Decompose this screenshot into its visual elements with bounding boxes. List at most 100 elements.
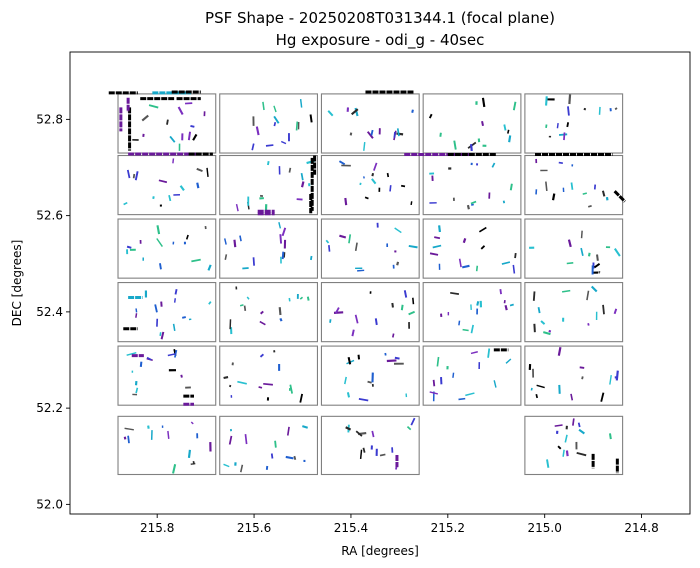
ota-cell	[524, 93, 624, 154]
psf-whisker	[587, 252, 591, 257]
psf-whisker	[192, 460, 195, 465]
psf-whisker	[476, 301, 480, 306]
psf-whisker	[551, 193, 556, 201]
psf-whisker	[126, 169, 131, 179]
psf-whisker	[396, 128, 400, 137]
psf-whisker	[156, 225, 161, 235]
psf-whisker	[139, 361, 143, 367]
psf-whisker	[328, 245, 331, 252]
psf-whisker	[338, 160, 346, 166]
psf-whisker	[471, 203, 474, 206]
psf-whisker	[354, 107, 359, 117]
psf-whisker	[470, 144, 473, 152]
ota-cell	[320, 345, 420, 406]
psf-whisker	[239, 304, 244, 307]
x-tick-label: 215.0	[528, 521, 562, 535]
psf-whisker	[391, 333, 395, 338]
psf-whisker	[540, 320, 546, 325]
psf-whisker	[187, 131, 192, 141]
psf-whisker	[251, 143, 255, 151]
psf-whisker	[566, 122, 570, 128]
psf-whisker	[235, 203, 239, 212]
psf-whisker	[406, 425, 412, 431]
plot-frame	[69, 51, 691, 515]
psf-whisker	[123, 201, 128, 206]
psf-whisker	[146, 356, 152, 361]
psf-whisker	[429, 252, 439, 256]
psf-whisker	[530, 387, 533, 391]
ota-cell	[117, 415, 217, 476]
psf-whisker	[306, 296, 310, 301]
psf-whisker	[434, 236, 441, 240]
psf-whisker	[543, 331, 551, 336]
psf-whisker	[270, 453, 274, 459]
psf-whisker	[394, 356, 400, 360]
psf-whisker	[243, 305, 247, 311]
psf-whisker	[347, 356, 352, 365]
psf-whisker	[344, 197, 348, 206]
y-tick-label: 52.0	[36, 497, 63, 511]
psf-whisker	[411, 109, 414, 113]
psf-whisker	[180, 374, 183, 378]
psf-whisker	[273, 122, 277, 127]
psf-whisker	[359, 449, 363, 459]
psf-whisker	[159, 332, 162, 337]
psf-whisker	[436, 356, 440, 367]
psf-whisker	[556, 123, 559, 129]
psf-whisker	[590, 285, 598, 293]
psf-whisker	[564, 434, 568, 443]
psf-whisker	[310, 255, 313, 261]
psf-whisker	[172, 323, 176, 331]
psf-whisker	[505, 358, 512, 364]
ota-cell	[117, 218, 217, 279]
psf-whisker	[545, 96, 548, 106]
psf-whisker	[255, 126, 260, 136]
psf-whisker	[408, 244, 418, 249]
psf-whisker	[169, 135, 176, 143]
psf-whisker	[172, 158, 175, 164]
psf-whisker	[438, 225, 442, 233]
ota-cell	[219, 218, 319, 279]
psf-whisker	[237, 380, 247, 385]
ota-cell	[320, 282, 420, 343]
psf-whisker	[289, 384, 294, 394]
psf-whisker	[168, 195, 172, 202]
psf-whisker	[509, 303, 514, 307]
ota-cell	[320, 415, 420, 476]
psf-whisker	[300, 181, 305, 188]
psf-whisker	[159, 263, 162, 270]
x-tick-label: 215.8	[140, 521, 174, 535]
psf-whisker	[596, 254, 599, 261]
psf-whisker	[536, 384, 545, 389]
psf-whisker	[339, 234, 347, 239]
psf-whisker	[281, 227, 287, 237]
psf-whisker	[228, 435, 233, 445]
psf-whisker	[465, 392, 475, 397]
psf-whisker	[354, 242, 358, 251]
psf-whisker	[462, 237, 467, 244]
psf-whisker	[160, 331, 165, 340]
psf-whisker	[190, 421, 194, 425]
ota-cell	[524, 154, 624, 216]
psf-whisker	[281, 251, 285, 260]
psf-whisker	[586, 290, 590, 301]
psf-whisker	[386, 172, 390, 178]
psf-whisker	[267, 161, 270, 166]
psf-whisker	[570, 182, 574, 190]
ota-cell	[422, 282, 522, 343]
chart-title: PSF Shape - 20250208T031344.1 (focal pla…	[205, 9, 555, 27]
psf-whisker	[487, 348, 491, 358]
psf-whisker	[355, 430, 363, 437]
psf-whisker	[273, 115, 280, 124]
psf-whisker	[327, 110, 334, 117]
psf-whisker	[223, 463, 230, 468]
psf-whisker	[462, 328, 469, 332]
psf-whisker	[273, 105, 277, 113]
ota-cell	[219, 93, 319, 154]
y-tick-label: 52.6	[36, 209, 63, 223]
psf-whisker	[403, 290, 408, 298]
psf-whisker	[503, 124, 507, 131]
psf-whisker	[609, 375, 612, 385]
psf-whisker	[545, 181, 548, 192]
psf-whisker	[600, 392, 605, 402]
